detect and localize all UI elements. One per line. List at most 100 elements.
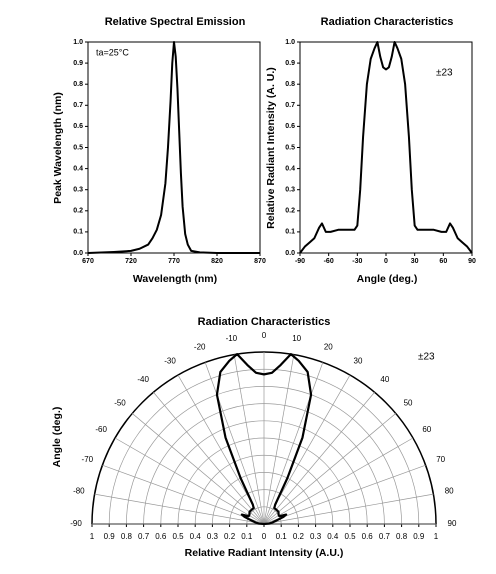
angle-tick-label: -30 — [164, 356, 176, 365]
y-axis-label: Peak Wavelength (nm) — [52, 92, 64, 204]
x-tick-label: 1 — [90, 532, 95, 541]
y-axis-label: Relative Radiant Intensity (A. U.) — [265, 67, 277, 229]
x-tick-label: 720 — [125, 258, 137, 265]
x-tick-label: 0.1 — [276, 532, 288, 541]
y-tick-label: 0.8 — [285, 81, 295, 88]
x-tick-label: 0.7 — [379, 532, 391, 541]
x-tick-label: 60 — [439, 258, 447, 265]
angle-tick-label: -70 — [82, 455, 94, 464]
x-tick-label: 0.8 — [396, 532, 408, 541]
angle-tick-label: 20 — [324, 342, 333, 351]
x-tick-label: 0.9 — [413, 532, 425, 541]
angle-tick-label: -90 — [70, 519, 82, 528]
y-tick-label: 1.0 — [73, 39, 83, 46]
x-tick-label: 0.4 — [327, 532, 339, 541]
y-axis-label: Angle (deg.) — [51, 407, 63, 468]
y-tick-label: 0.2 — [73, 208, 83, 215]
x-tick-label: 0.7 — [138, 532, 150, 541]
y-tick-label: 1.0 — [285, 39, 295, 46]
grid-spoke — [263, 354, 295, 525]
grid-spoke — [263, 392, 375, 525]
x-tick-label: 870 — [254, 258, 266, 265]
y-tick-label: 0.9 — [285, 60, 295, 67]
angle-tick-label: 50 — [404, 398, 413, 407]
x-tick-label: 0.6 — [362, 532, 374, 541]
y-tick-label: 0.5 — [73, 144, 83, 151]
x-tick-label: 90 — [468, 258, 476, 265]
grid-spoke — [132, 413, 265, 525]
x-tick-label: 0.3 — [207, 532, 219, 541]
y-tick-label: 0.5 — [285, 144, 295, 151]
annotation: ±23 — [436, 68, 453, 79]
x-tick-label: 770 — [168, 258, 180, 265]
angle-tick-label: -20 — [194, 342, 206, 351]
y-tick-label: 0.8 — [73, 81, 83, 88]
y-tick-label: 0.4 — [73, 165, 83, 172]
x-tick-label: 820 — [211, 258, 223, 265]
grid-spoke — [263, 437, 414, 525]
x-tick-label: 0.2 — [293, 532, 305, 541]
data-line — [87, 41, 260, 254]
y-tick-label: 0.1 — [285, 229, 295, 236]
y-tick-label: 0.1 — [73, 229, 83, 236]
y-tick-label: 0.0 — [285, 250, 295, 257]
x-tick-label: 1 — [434, 532, 439, 541]
angle-tick-label: 10 — [292, 334, 301, 343]
grid-spoke — [263, 413, 396, 525]
x-tick-label: 0 — [262, 532, 267, 541]
y-tick-label: 0.2 — [285, 208, 295, 215]
angle-tick-label: -60 — [95, 425, 107, 434]
grid-spoke — [153, 392, 265, 525]
x-tick-label: 0.5 — [172, 532, 184, 541]
x-tick-label: -60 — [324, 258, 334, 265]
grid-spoke — [263, 464, 426, 525]
x-tick-label: 0.3 — [310, 532, 322, 541]
annotation: ±23 — [418, 352, 435, 363]
x-tick-label: 0.1 — [241, 532, 253, 541]
grid-spoke — [263, 493, 434, 525]
x-axis-label: Relative Radiant Intensity (A.U.) — [185, 547, 344, 559]
grid-spoke — [102, 464, 265, 525]
grid-spoke — [94, 493, 265, 525]
y-tick-label: 0.4 — [285, 165, 295, 172]
angle-tick-label: 80 — [445, 486, 454, 495]
grid-spoke — [114, 437, 265, 525]
x-tick-label: 670 — [82, 258, 94, 265]
x-tick-label: 0.8 — [121, 532, 133, 541]
y-tick-label: 0.3 — [73, 187, 83, 194]
angle-tick-label: 60 — [422, 425, 431, 434]
angle-tick-label: 0 — [262, 331, 267, 340]
data-line — [215, 353, 313, 526]
x-axis-label: Wavelength (nm) — [133, 273, 217, 285]
angle-tick-label: 90 — [448, 519, 457, 528]
angle-tick-label: 70 — [436, 455, 445, 464]
y-tick-label: 0.0 — [73, 250, 83, 257]
grid-spoke — [233, 354, 265, 525]
chart-title: Radiation Characteristics — [198, 316, 331, 328]
grid-spoke — [263, 362, 324, 525]
angle-tick-label: -40 — [137, 375, 149, 384]
data-line — [299, 41, 473, 254]
angle-tick-label: 30 — [354, 356, 363, 365]
y-tick-label: 0.6 — [285, 123, 295, 130]
angle-tick-label: 40 — [380, 375, 389, 384]
angle-tick-label: -10 — [226, 334, 238, 343]
x-tick-label: 0.2 — [224, 532, 236, 541]
grid-spoke — [204, 362, 265, 525]
x-tick-label: -30 — [352, 258, 362, 265]
x-axis-label: Angle (deg.) — [357, 273, 418, 285]
y-tick-label: 0.7 — [285, 102, 295, 109]
x-tick-label: 0.6 — [155, 532, 167, 541]
x-tick-label: 30 — [411, 258, 419, 265]
x-tick-label: 0 — [384, 258, 388, 265]
chart-title: Radiation Characteristics — [321, 16, 454, 28]
x-tick-label: 0.9 — [104, 532, 116, 541]
x-tick-label: -90 — [295, 258, 305, 265]
annotation: ta=25°C — [96, 47, 129, 57]
y-tick-label: 0.3 — [285, 187, 295, 194]
chart-title: Relative Spectral Emission — [105, 16, 246, 28]
x-tick-label: 0.5 — [344, 532, 356, 541]
y-tick-label: 0.6 — [73, 123, 83, 130]
